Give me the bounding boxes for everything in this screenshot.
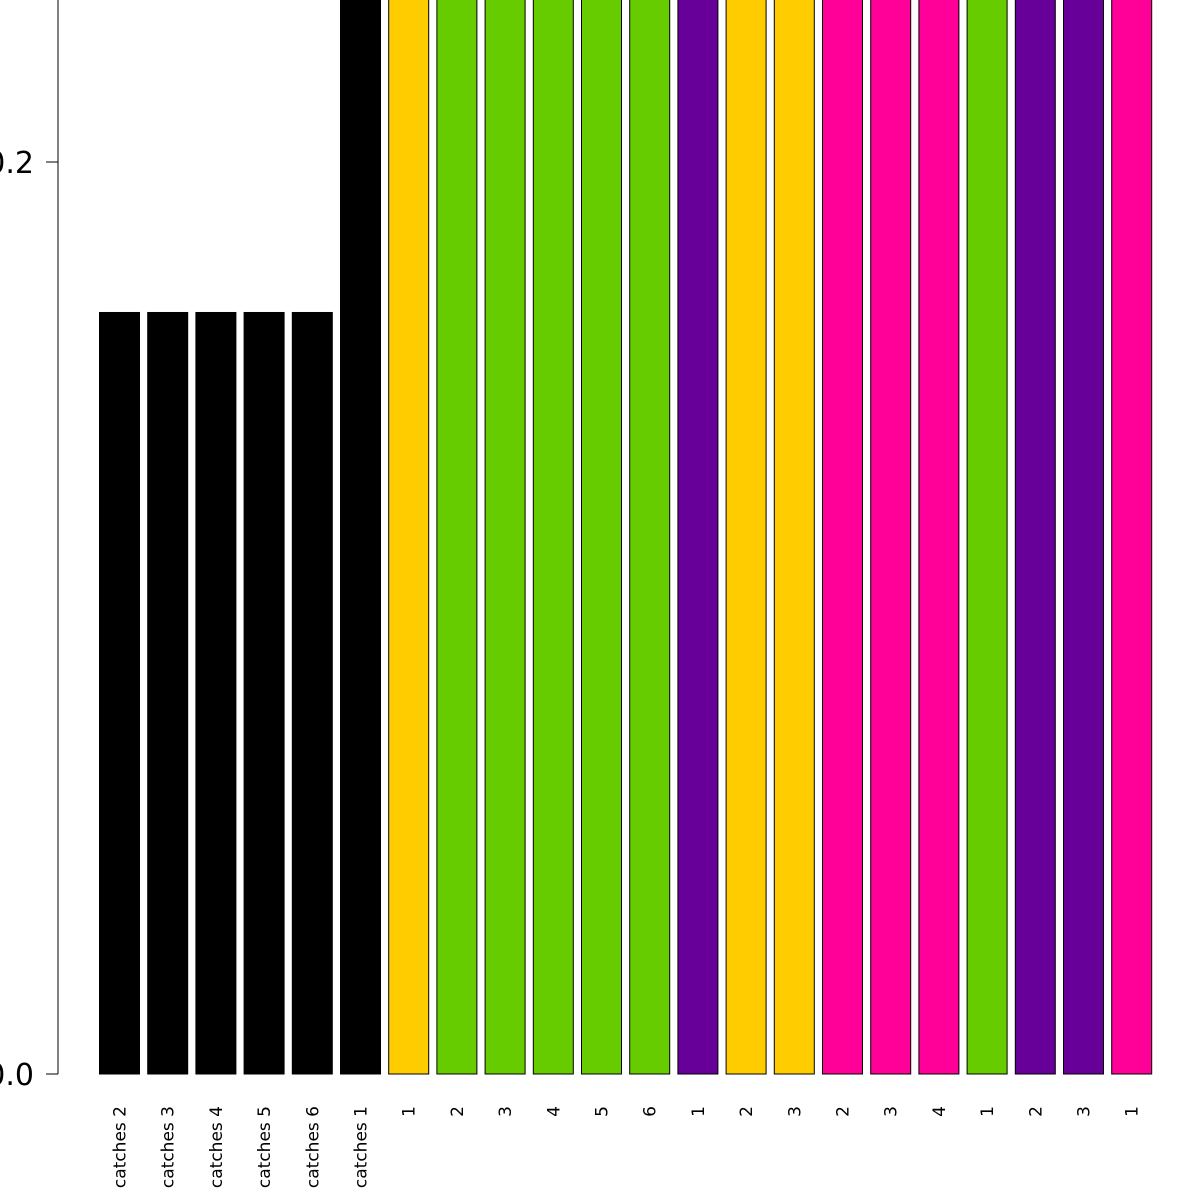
x-category-label: 1 [978, 1106, 998, 1117]
y-tick-label: 0.0 [0, 1058, 34, 1093]
x-axis-labels: catches 2 catches 3 catches 4 catches 5 catc… [111, 1106, 1143, 1188]
bar [677, 0, 719, 1075]
bars [99, 0, 1153, 1075]
bar [966, 0, 1008, 1075]
bar [484, 0, 526, 1075]
x-category-label: 6 [641, 1106, 661, 1117]
y-tick-label: 0.2 [0, 146, 34, 181]
x-category-label: 3 [496, 1106, 516, 1117]
bar [340, 0, 381, 1075]
bar [870, 0, 912, 1075]
x-category-label: 5 [593, 1106, 613, 1117]
x-category-label: catches 6 [303, 1106, 323, 1188]
x-category-label: 3 [785, 1106, 805, 1117]
x-category-label: catches 5 [255, 1106, 275, 1188]
bar [532, 0, 574, 1075]
x-category-label: catches 2 [111, 1106, 131, 1188]
bar [1014, 0, 1056, 1075]
x-category-label: 2 [1026, 1106, 1046, 1117]
bar [822, 0, 863, 1075]
bar [388, 0, 430, 1075]
bar [581, 0, 622, 1075]
x-category-label: 2 [737, 1106, 757, 1117]
x-category-label: 4 [930, 1106, 950, 1117]
x-category-label: 1 [689, 1106, 709, 1117]
x-category-label: 2 [834, 1106, 854, 1117]
x-category-label: 4 [544, 1106, 564, 1117]
x-category-label: catches 4 [207, 1106, 227, 1188]
bar [1063, 0, 1104, 1075]
x-category-label: catches 3 [159, 1106, 179, 1188]
y-axis: 0.00.20.40.60.8 [0, 0, 59, 1093]
bar [725, 0, 767, 1075]
bar [243, 311, 285, 1075]
x-category-label: 1 [1123, 1106, 1143, 1117]
x-category-label: 1 [400, 1106, 420, 1117]
bar [195, 311, 237, 1075]
x-category-label: 3 [1075, 1106, 1095, 1117]
bar [1111, 0, 1153, 1075]
bar [918, 0, 960, 1075]
x-category-label: 2 [448, 1106, 468, 1117]
bar [773, 0, 815, 1075]
bar [436, 0, 478, 1075]
bar [291, 311, 333, 1075]
x-category-label: 3 [882, 1106, 902, 1117]
bar [629, 0, 671, 1075]
bar [147, 311, 189, 1075]
x-category-label: catches 1 [352, 1106, 372, 1188]
bar [99, 311, 140, 1075]
